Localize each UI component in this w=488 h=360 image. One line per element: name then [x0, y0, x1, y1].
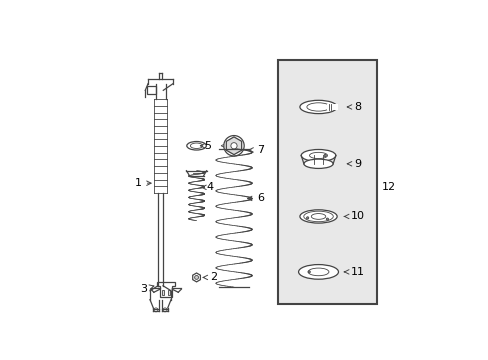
Ellipse shape — [303, 159, 332, 168]
Text: 12: 12 — [382, 183, 396, 192]
Ellipse shape — [301, 149, 335, 161]
Circle shape — [306, 217, 308, 219]
Circle shape — [325, 218, 328, 220]
Circle shape — [194, 275, 198, 279]
Polygon shape — [168, 290, 169, 295]
Text: 4: 4 — [201, 183, 214, 192]
Ellipse shape — [190, 143, 203, 148]
Text: 6: 6 — [247, 193, 263, 203]
Polygon shape — [326, 104, 337, 110]
Polygon shape — [162, 290, 163, 295]
Circle shape — [163, 308, 167, 312]
Text: 7: 7 — [248, 145, 264, 155]
Circle shape — [324, 154, 325, 157]
Circle shape — [230, 143, 237, 149]
Text: 3: 3 — [140, 284, 154, 293]
FancyBboxPatch shape — [278, 60, 376, 304]
Ellipse shape — [298, 265, 338, 279]
Text: 11: 11 — [344, 267, 364, 277]
Ellipse shape — [299, 210, 336, 223]
Ellipse shape — [303, 211, 333, 222]
Text: 8: 8 — [346, 102, 360, 112]
Polygon shape — [157, 282, 175, 297]
Polygon shape — [226, 137, 241, 155]
Ellipse shape — [306, 103, 329, 111]
Ellipse shape — [299, 100, 336, 114]
Text: 5: 5 — [200, 141, 211, 151]
Circle shape — [154, 308, 158, 312]
Polygon shape — [146, 86, 155, 94]
Ellipse shape — [309, 152, 327, 159]
Polygon shape — [192, 273, 200, 282]
Text: 9: 9 — [346, 159, 360, 169]
Text: 2: 2 — [203, 273, 216, 283]
Circle shape — [224, 136, 244, 156]
Circle shape — [307, 271, 310, 273]
Text: 1: 1 — [135, 178, 151, 188]
Ellipse shape — [186, 141, 206, 150]
Ellipse shape — [311, 213, 325, 219]
Polygon shape — [221, 144, 224, 147]
Ellipse shape — [307, 268, 328, 276]
Text: 10: 10 — [344, 211, 364, 221]
